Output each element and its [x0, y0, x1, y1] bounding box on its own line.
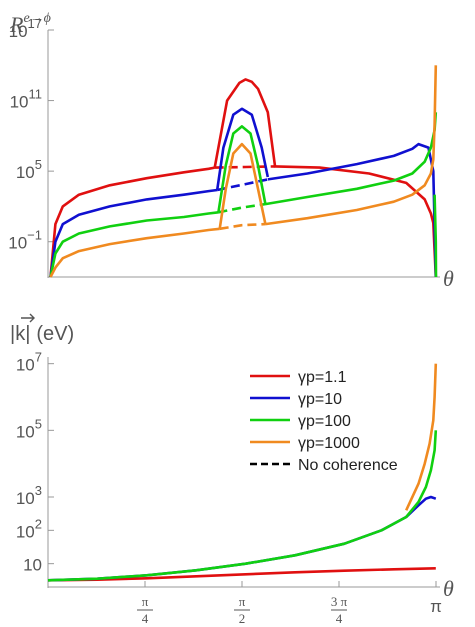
bottom-series-1-segment-0	[405, 363, 438, 511]
bottom-series-0-segment-0	[47, 567, 436, 582]
top-series	[49, 65, 438, 278]
top-panel: Re→ϕ 1017 1011 105 10−1 θ	[8, 11, 454, 291]
top-xlabel: θ	[443, 266, 454, 291]
top-ylabel-main: R	[9, 12, 24, 37]
legend-label: No coherence	[298, 457, 398, 474]
bottom-y-tick-label: 105	[16, 416, 42, 441]
top-series-3-segment-2	[219, 222, 266, 231]
top-ylabel-sup: e→ϕ	[23, 11, 50, 26]
top-y-tick-label: 105	[16, 157, 42, 182]
x-tick-denominator: 4	[336, 611, 343, 626]
legend-label: γp=100	[298, 413, 351, 430]
top-plot-frame	[47, 29, 440, 278]
legend-label: γp=10	[298, 391, 342, 408]
bottom-plot-frame	[47, 357, 440, 588]
bottom-y-tick-label: 10	[23, 556, 42, 575]
top-series-2-segment-3	[265, 112, 438, 206]
top-ylabel: Re→ϕ	[9, 11, 51, 37]
top-series-2-segment-2	[218, 202, 266, 214]
x-tick-label: π	[430, 597, 442, 616]
bottom-series-3-segment-0	[47, 430, 438, 582]
top-y-tick-labels: 1017 1011 105 10−1	[8, 16, 42, 253]
x-tick-numerator: π	[142, 594, 149, 609]
top-series-2-segment-4	[433, 194, 438, 278]
bottom-ylabel-unit: (eV)	[36, 323, 74, 345]
bottom-series	[47, 363, 438, 582]
bottom-series-2-segment-0	[47, 495, 437, 582]
top-series-0-segment-1	[213, 78, 277, 168]
bottom-y-tick-label: 102	[16, 516, 42, 541]
top-series-0-segment-0	[49, 166, 215, 278]
top-series-1-segment-0	[49, 188, 218, 278]
legend-label: γp=1000	[298, 435, 360, 452]
legend-label: γp=1.1	[298, 369, 347, 386]
x-tick-denominator: 2	[239, 611, 246, 626]
bottom-y-tick-label: 107	[16, 350, 42, 375]
vector-arrow-icon	[21, 313, 35, 323]
top-series-0-segment-3	[275, 165, 438, 278]
bottom-ylabel: |k| (eV)	[10, 323, 74, 345]
top-y-tick-label: 1017	[9, 16, 42, 41]
x-tick-numerator: 3 π	[331, 594, 348, 609]
bottom-ylabel-main: |k|	[10, 323, 30, 345]
bottom-x-tick-labels: π 4 π 2 3 π 4 π	[137, 594, 442, 626]
x-tick-denominator: 4	[142, 611, 149, 626]
top-series-3-segment-3	[265, 65, 438, 226]
top-series-2-segment-0	[49, 211, 219, 278]
bottom-panel: |k| (eV) 107 105 103 102 10 π 4 π 2 3 π 4 π θ γp=1.…	[10, 313, 454, 626]
top-series-1-segment-1	[215, 107, 270, 191]
top-y-tick-label: 1011	[10, 87, 42, 112]
legend: γp=1.1 γp=10 γp=100 γp=1000 No coherence	[250, 369, 398, 474]
bottom-y-tick-labels: 107 105 103 102 10	[16, 350, 42, 575]
top-y-tick-label: 10−1	[8, 228, 42, 253]
bottom-xlabel: θ	[443, 576, 454, 601]
top-series-3-segment-0	[49, 227, 220, 278]
top-series-3-segment-1	[218, 142, 267, 229]
x-tick-numerator: π	[239, 594, 246, 609]
top-series-2-segment-1	[217, 125, 267, 213]
bottom-y-tick-label: 103	[16, 483, 42, 508]
